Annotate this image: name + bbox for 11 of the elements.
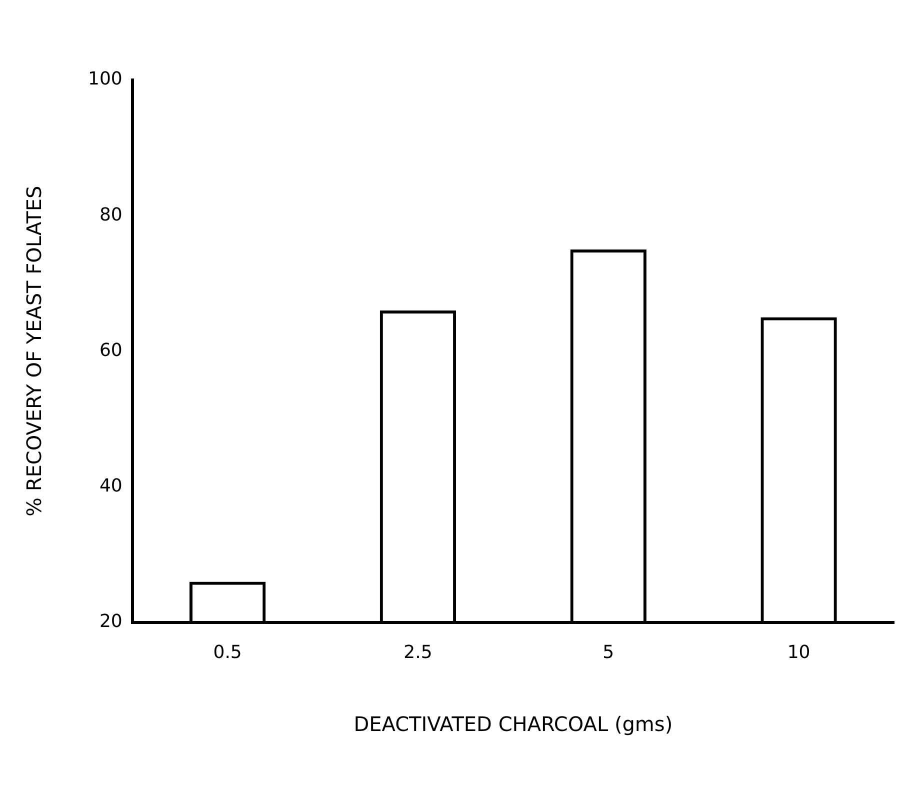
y-tick-label: 40: [99, 475, 122, 496]
x-tick-label: 5: [602, 642, 614, 663]
y-tick-label: 20: [99, 611, 122, 632]
y-axis-title: % RECOVERY OF YEAST FOLATES: [22, 186, 46, 517]
x-tick-label: 10: [787, 642, 810, 663]
x-tick-label: 2.5: [404, 642, 432, 663]
y-tick-label: 100: [88, 68, 122, 90]
y-tick-label: 60: [99, 340, 122, 361]
x-axis-title: DEACTIVATED CHARCOAL (gms): [354, 712, 673, 736]
x-tick-label: 0.5: [213, 642, 242, 663]
y-tick-label: 80: [99, 204, 122, 226]
